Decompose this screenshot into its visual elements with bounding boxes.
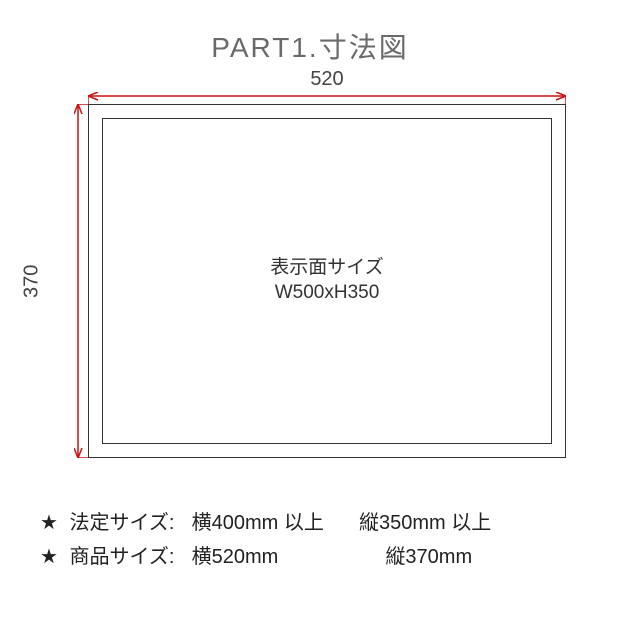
inner-rect [102, 118, 552, 444]
spec-height: 縦350mm 以上 [359, 512, 491, 534]
spec-width: 横400mm 以上 [192, 512, 324, 534]
spec-name: 法定サイズ [70, 512, 169, 534]
spec-name: 商品サイズ [70, 546, 169, 568]
spec-height: 縦370mm [385, 546, 472, 568]
display-size-label-2: W500xH350 [88, 282, 566, 304]
page-title: PART1.寸法図 [0, 26, 620, 66]
spec-row-legal: ★ 法定サイズ: 横400mm 以上 縦350mm 以上 [40, 506, 491, 535]
star-icon: ★ [40, 512, 58, 534]
stage: PART1.寸法図 520 370 表示面サイズ W500xH350 ★ 法定サ… [0, 0, 620, 620]
dim-height-label: 370 [20, 104, 44, 458]
spec-row-product: ★ 商品サイズ: 横520mm 縦370mm [40, 540, 472, 569]
dim-width-label: 520 [88, 68, 566, 91]
star-icon: ★ [40, 546, 58, 568]
dim-height-line [74, 104, 88, 458]
spec-width: 横520mm [192, 546, 279, 568]
display-size-label-1: 表示面サイズ [88, 252, 566, 279]
